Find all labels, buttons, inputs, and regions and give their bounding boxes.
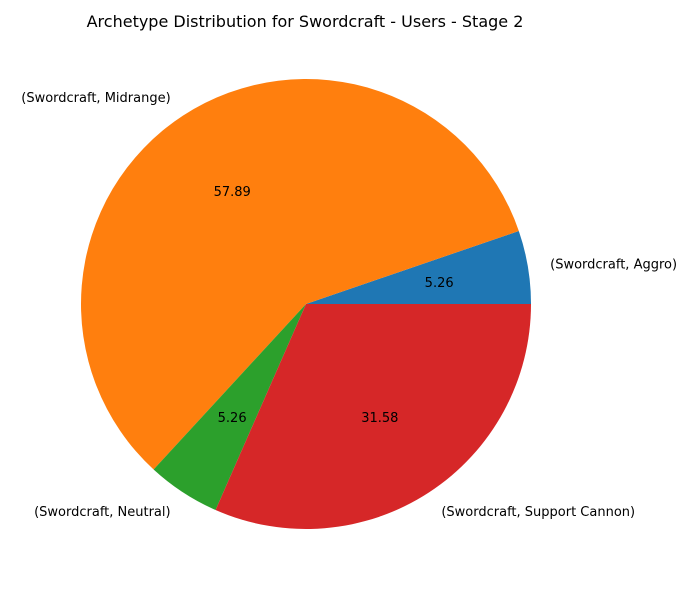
- slice-label-2: (Swordcraft, Midrange): [21, 91, 170, 106]
- pie-slices: [81, 78, 531, 529]
- pie-slice-2: [81, 78, 519, 470]
- slice-value-2: 57.89: [214, 185, 251, 200]
- pie-slice-3: [153, 304, 306, 511]
- pie-labels: (Swordcraft, Aggro) 5.26 (Swordcraft, Midr…: [21, 91, 677, 520]
- slice-label-3: (Swordcraft, Neutral): [34, 505, 171, 520]
- slice-value-3: 5.26: [218, 411, 247, 426]
- slice-label-4: (Swordcraft, Support Cannon): [441, 505, 635, 520]
- pie-slice-1: [306, 230, 531, 304]
- pie-slice-4: [215, 304, 531, 529]
- slice-label-1: (Swordcraft, Aggro): [550, 257, 677, 272]
- chart-title: Archetype Distribution for Swordcraft - …: [87, 12, 524, 31]
- slice-value-4: 31.58: [361, 411, 398, 426]
- slice-value-1: 5.26: [425, 276, 454, 291]
